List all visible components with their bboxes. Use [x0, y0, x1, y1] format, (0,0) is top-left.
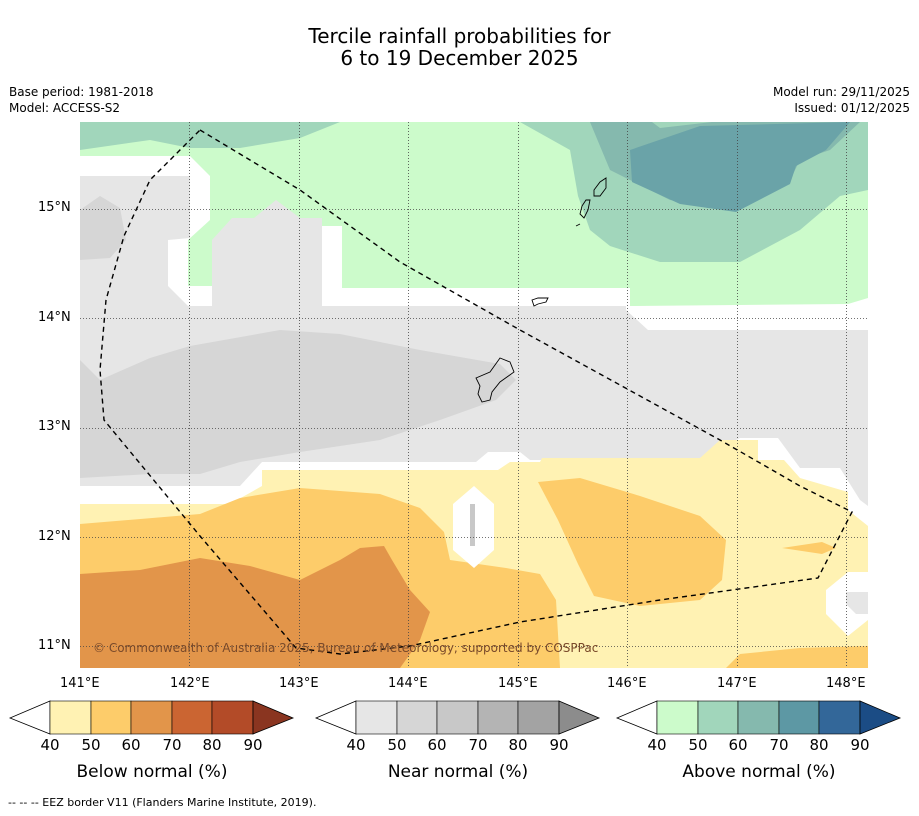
- cb-below-tick-40: 40: [40, 736, 60, 754]
- lon-tick-142e: 142°E: [170, 676, 210, 691]
- below-normal-50-region-east: [538, 478, 726, 606]
- colorbar-below-normal-label: Below normal (%): [76, 762, 228, 782]
- cb-near-tick-90: 90: [549, 736, 569, 754]
- guam-island: [475, 357, 515, 403]
- lon-tick-147e: 147°E: [717, 676, 757, 691]
- cb-above-tick-90: 90: [850, 736, 870, 754]
- near-normal-50-region: [80, 196, 126, 260]
- map-gap-line: [470, 504, 475, 546]
- colorbar-above-normal-80-90: [818, 700, 861, 735]
- colorbar-near-normal-40-50: [355, 700, 398, 735]
- lon-tick-145e: 145°E: [498, 676, 538, 691]
- map-gap-south-east-inner: [846, 592, 868, 614]
- title-line-1: Tercile rainfall probabilities for: [308, 24, 611, 48]
- lon-tick-146e: 146°E: [607, 676, 647, 691]
- colorbar-near-normal: [314, 700, 601, 735]
- cb-below-tick-70: 70: [162, 736, 182, 754]
- cb-near-tick-70: 70: [468, 736, 488, 754]
- cb-above-tick-40: 40: [647, 736, 667, 754]
- cb-near-tick-80: 80: [508, 736, 528, 754]
- model-name: Model: ACCESS-S2: [9, 101, 121, 115]
- map-gridlines: [80, 122, 868, 668]
- map-fields: [80, 122, 868, 668]
- islands: [475, 177, 607, 403]
- colorbar-above-normal-label: Above normal (%): [682, 762, 836, 782]
- colorbar-above-normal-40-50: [656, 700, 699, 735]
- lon-tick-144e: 144°E: [388, 676, 428, 691]
- colorbar-above-normal-min-extend: [615, 700, 658, 735]
- cb-below-tick-50: 50: [81, 736, 101, 754]
- cb-above-tick-70: 70: [769, 736, 789, 754]
- lat-tick-14n: 14°N: [38, 310, 71, 325]
- issued-date: Issued: 01/12/2025: [794, 101, 910, 115]
- colorbar-near-normal-50-60: [396, 700, 438, 735]
- title-line-2: 6 to 19 December 2025: [340, 46, 579, 70]
- cb-above-tick-60: 60: [728, 736, 748, 754]
- colorbar-below-normal-min-extend: [8, 700, 51, 735]
- colorbar-below-normal: [8, 700, 295, 735]
- aguijan-island: [575, 223, 581, 227]
- cb-below-tick-60: 60: [121, 736, 141, 754]
- above-normal-70-region: [630, 122, 850, 212]
- model-run: Model run: 29/11/2025: [772, 85, 910, 99]
- colorbar-above-normal: [615, 700, 902, 735]
- lon-tick-141e: 141°E: [60, 676, 100, 691]
- rota-island: [531, 297, 549, 307]
- colorbar-above-normal-max-extend: [859, 700, 902, 735]
- colorbar-below-normal-max-extend: [252, 700, 295, 735]
- tinian-island: [579, 199, 591, 219]
- colorbar-below-normal-50-60: [90, 700, 132, 735]
- colorbar-above-normal-60-70: [737, 700, 780, 735]
- colorbar-near-normal-max-extend: [558, 700, 601, 735]
- colorbar-below-normal-60-70: [130, 700, 173, 735]
- near-normal-50-region-central: [80, 330, 516, 478]
- cb-near-tick-40: 40: [346, 736, 366, 754]
- cb-near-tick-50: 50: [387, 736, 407, 754]
- saipan-island: [593, 177, 607, 197]
- colorbar-near-normal-60-70: [436, 700, 479, 735]
- colorbar-near-normal-label: Near normal (%): [387, 762, 529, 782]
- colorbar-above-normal-70-80: [778, 700, 820, 735]
- below-normal-60-region: [80, 546, 430, 668]
- below-normal-50-region-stripe: [782, 542, 836, 554]
- cb-below-tick-90: 90: [243, 736, 263, 754]
- eez-border: [99, 129, 853, 655]
- colorbar-below-normal-70-80: [171, 700, 213, 735]
- colorbar-below-normal-80-90: [211, 700, 254, 735]
- colorbar-above-normal-50-60: [697, 700, 739, 735]
- cb-below-tick-80: 80: [202, 736, 222, 754]
- colorbar-near-normal-min-extend: [314, 700, 357, 735]
- colorbar-near-normal-70-80: [477, 700, 519, 735]
- lat-tick-11n: 11°N: [38, 638, 71, 653]
- below-normal-50-region-south: [726, 646, 868, 668]
- colorbar-near-normal-80-90: [517, 700, 560, 735]
- cb-above-tick-50: 50: [688, 736, 708, 754]
- lat-tick-12n: 12°N: [38, 529, 71, 544]
- cb-near-tick-60: 60: [427, 736, 447, 754]
- copyright-notice: © Commonwealth of Australia 2025, Bureau…: [93, 641, 599, 655]
- base-period: Base period: 1981-2018: [9, 85, 154, 99]
- lon-tick-143e: 143°E: [279, 676, 319, 691]
- eez-legend-note: -- -- -- EEZ border V11 (Flanders Marine…: [8, 796, 317, 809]
- lat-tick-15n: 15°N: [38, 200, 71, 215]
- lon-tick-148e: 148°E: [826, 676, 866, 691]
- colorbar-below-normal-40-50: [49, 700, 92, 735]
- lat-tick-13n: 13°N: [38, 419, 71, 434]
- cb-above-tick-80: 80: [809, 736, 829, 754]
